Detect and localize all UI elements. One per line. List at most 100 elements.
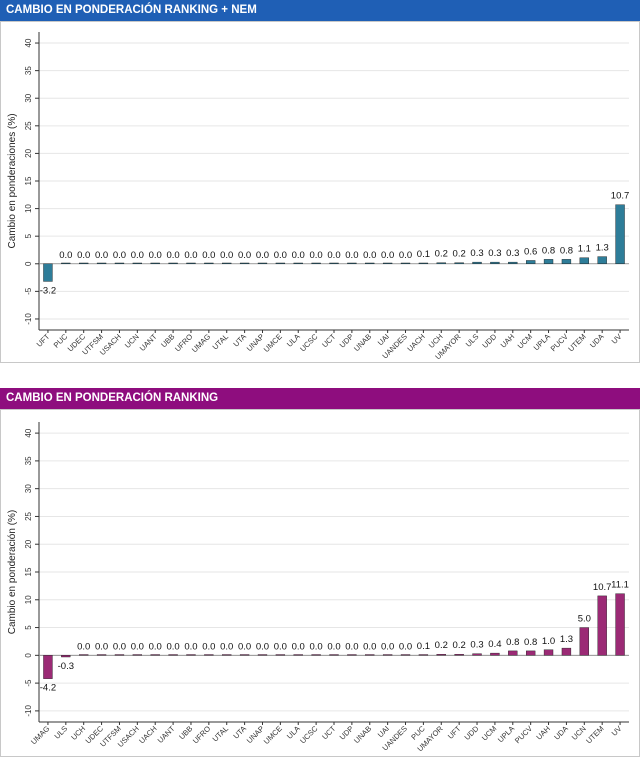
bar-UTAL [222, 262, 232, 264]
bar-UTA [239, 262, 250, 264]
value-label-UCH: 0.0 [77, 641, 90, 652]
value-label-UANDES: 0.0 [399, 641, 412, 652]
bar-UDEC [79, 262, 89, 264]
value-label-UCSC: 0.0 [310, 250, 323, 261]
x-tick-label-ULS: ULS [53, 724, 70, 741]
x-tick-label-UACH: UACH [405, 332, 426, 353]
value-label-UFT: -3.2 [40, 285, 56, 296]
value-label-UMCE: 0.0 [274, 250, 287, 261]
bar-UDEC [96, 654, 107, 656]
bar-ULS [61, 655, 71, 658]
value-label-UDEC: 0.0 [77, 250, 90, 261]
x-tick-label-UNAB: UNAB [352, 332, 373, 353]
value-label-UDD: 0.3 [488, 248, 501, 259]
value-label-UTEM: 1.1 [578, 244, 591, 255]
x-tick-label-UANT: UANT [156, 724, 177, 745]
y-tick-label: 25 [24, 511, 33, 520]
bar-UFT [454, 654, 464, 656]
bar-UCH [436, 262, 446, 264]
bar-UCH [79, 654, 89, 656]
y-axis-title: Cambio en ponderaciones (%) [7, 113, 18, 248]
x-tick-label-ULS: ULS [464, 332, 481, 349]
value-label-UANT: 0.0 [166, 641, 179, 652]
bar-UV [615, 204, 625, 264]
value-label-UCT: 0.0 [327, 641, 340, 652]
bar-UAI [382, 654, 393, 656]
x-tick-label-UPLA: UPLA [496, 724, 516, 744]
x-tick-label-UFT: UFT [446, 724, 463, 741]
x-tick-label-UFT: UFT [35, 332, 52, 349]
value-label-UTAL: 0.0 [220, 641, 233, 652]
bar-UPLA [508, 650, 518, 656]
bar-UANT [168, 654, 178, 656]
x-tick-label-UMCE: UMCE [262, 332, 284, 354]
bar-UMCE [275, 654, 286, 656]
bar-UTA [239, 654, 250, 656]
bar-ULS [472, 261, 482, 264]
x-tick-label-PUCV: PUCV [513, 724, 534, 745]
x-tick-label-UCM: UCM [516, 332, 534, 350]
bar-ULA [293, 654, 303, 656]
bar-chart-ranking-nem: 40 35 30 25 20 15 10 5 0 -5 -10 Cambio en ponderaci… [7, 32, 629, 361]
value-label-PUCV: 0.8 [524, 637, 537, 648]
y-tick-label: 15 [24, 567, 33, 576]
x-tick-label-UV: UV [610, 724, 624, 738]
value-label-UMAYOR: 0.2 [453, 249, 466, 260]
y-tick-label: 35 [24, 456, 33, 465]
value-label-UCT: 0.0 [327, 250, 340, 261]
bar-PUC [61, 262, 71, 264]
bar-chart-ranking: 40 35 30 25 20 15 10 5 0 -5 -10 Cambio en ponderaci… [7, 422, 629, 753]
value-label-UCM: 0.6 [524, 246, 537, 257]
bar-PUCV [525, 650, 536, 656]
value-label-UTFSM: 0.0 [113, 641, 126, 652]
x-tick-label-UMCE: UMCE [262, 724, 284, 746]
value-label-UV: 11.1 [611, 580, 629, 591]
x-tick-label-UFRO: UFRO [191, 724, 213, 746]
value-label-UTEM: 10.7 [593, 582, 612, 593]
bar-UACH [150, 654, 160, 656]
bar-UFT [43, 263, 53, 282]
bar-UACH [418, 262, 429, 264]
bar-UFRO [204, 654, 214, 656]
bar-UDA [597, 256, 607, 264]
x-tick-label-UCT: UCT [320, 332, 338, 350]
bar-UANDES [400, 262, 411, 264]
bar-UDP [347, 654, 357, 656]
value-label-UCH: 0.2 [435, 249, 448, 260]
chart-panel-ranking: CAMBIO EN PONDERACIÓN RANKING 40 35 30 25 20… [0, 388, 640, 757]
x-tick-label-UNAB: UNAB [352, 724, 373, 745]
x-tick-label-UANT: UANT [138, 332, 159, 353]
value-label-USACH: 0.0 [131, 641, 144, 652]
value-label-UFRO: 0.0 [202, 641, 215, 652]
value-label-UDP: 0.0 [345, 641, 358, 652]
bar-UCSC [311, 262, 321, 264]
value-label-PUC: 0.1 [417, 641, 430, 652]
value-label-UCSC: 0.0 [310, 641, 323, 652]
bar-PUCV [561, 259, 572, 264]
value-label-UMAG: 0.0 [202, 250, 215, 261]
value-label-UTFSM: 0.0 [95, 250, 108, 261]
y-tick-label: 20 [24, 539, 33, 548]
value-label-UBB: 0.0 [184, 641, 197, 652]
bar-UNAP [257, 654, 268, 656]
bar-USACH [114, 262, 125, 264]
value-label-UANDES: 0.0 [399, 250, 412, 261]
value-label-USACH: 0.0 [113, 250, 126, 261]
x-tick-label-UTAL: UTAL [211, 724, 231, 744]
bar-UCN [132, 262, 143, 264]
y-tick-label: -5 [24, 679, 33, 687]
bar-UCN [579, 627, 589, 656]
value-label-UAH: 1.0 [542, 636, 555, 647]
value-label-UCM: 0.4 [488, 639, 501, 650]
bar-UDD [490, 261, 500, 264]
value-label-UTA: 0.0 [238, 641, 251, 652]
x-tick-label-UTEM: UTEM [566, 332, 587, 353]
x-tick-label-UV: UV [610, 332, 624, 346]
bar-UCM [490, 652, 500, 656]
bar-UTEM [579, 257, 589, 264]
value-label-UAH: 0.3 [506, 248, 519, 259]
bar-UV [615, 593, 625, 656]
x-tick-label-UDD: UDD [480, 332, 498, 350]
bar-UMAG [43, 655, 53, 679]
bar-UANDES [400, 654, 411, 656]
